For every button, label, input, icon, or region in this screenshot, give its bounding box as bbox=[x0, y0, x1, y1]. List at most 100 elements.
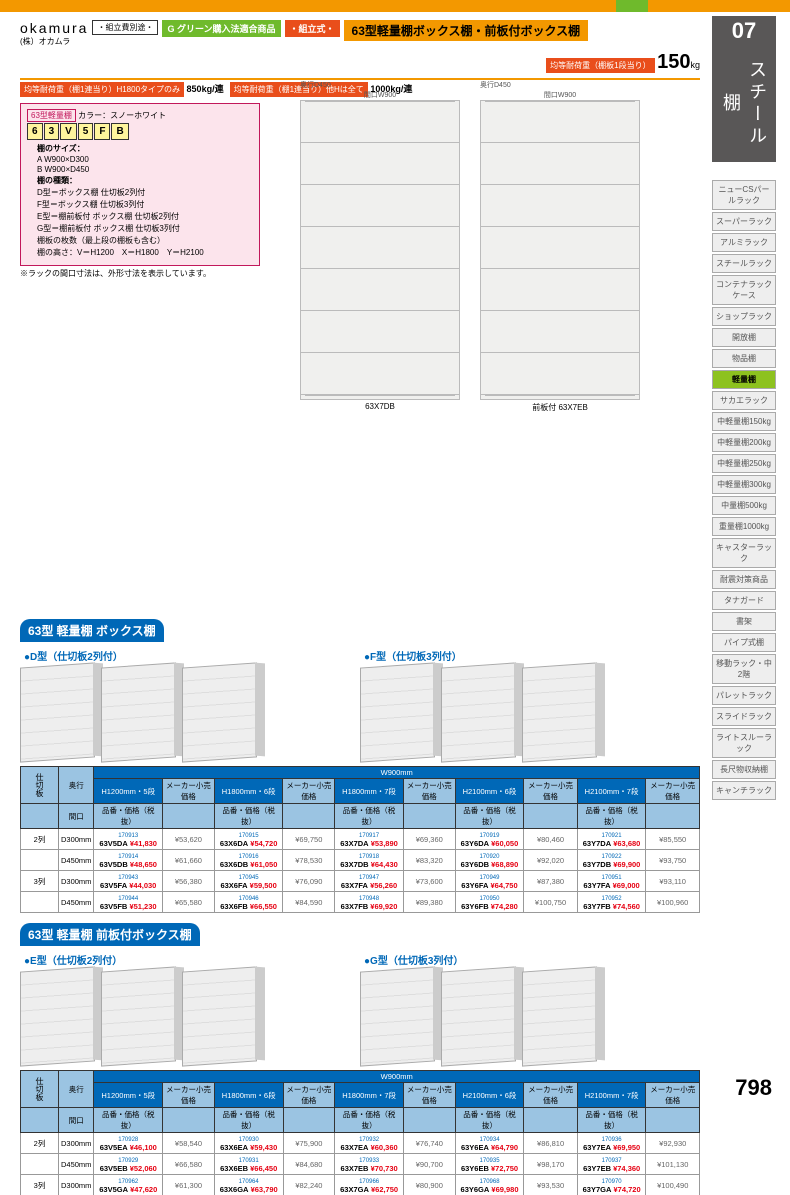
sidenav-item: キャンチラック bbox=[712, 781, 776, 800]
avg-load-label: 均等耐荷重（棚板1段当り） bbox=[546, 58, 654, 73]
size-b: B W900×D450 bbox=[37, 165, 253, 174]
code-char: 6 bbox=[27, 123, 43, 140]
sidenav-item: サカエラック bbox=[712, 391, 776, 410]
sidenav-item: ニューCSパールラック bbox=[712, 180, 776, 210]
sidenav-item: 物品棚 bbox=[712, 349, 776, 368]
sidenav-item: 耐震対策商品 bbox=[712, 570, 776, 589]
page-title: 63型軽量棚ボックス棚・前板付ボックス棚 bbox=[344, 20, 589, 41]
size-a: A W900×D300 bbox=[37, 155, 253, 164]
sidenav-item: 中量棚500kg bbox=[712, 496, 776, 515]
price-table: 仕切板奥行W900mm H1200mm・5段メーカー小売価格H1800mm・6段… bbox=[20, 766, 700, 913]
code-char: 3 bbox=[44, 123, 60, 140]
sidenav-item: タナガード bbox=[712, 591, 776, 610]
sidenav-item: 中軽量棚150kg bbox=[712, 412, 776, 431]
table-row: 2列D300mm17092863V5EA ¥46,100¥58,54017093… bbox=[21, 1133, 700, 1154]
table-row: 2列D300mm17091363V5DA ¥41,830¥53,62017091… bbox=[21, 829, 700, 850]
side-navigation: ニューCSパールラックスーパーラックアルミラックスチールラックコンテナラックケー… bbox=[712, 180, 776, 802]
sidenav-item: アルミラック bbox=[712, 233, 776, 252]
brand-name: okamura bbox=[20, 20, 88, 36]
page-number: 798 bbox=[735, 1075, 772, 1101]
shelves-note: 棚板の枚数（最上段の棚板も含む） bbox=[37, 235, 253, 246]
heights-note: 棚の高さ：V＝H1200 X＝H1800 Y＝H2100 bbox=[37, 247, 253, 258]
iso-shelf bbox=[20, 966, 95, 1066]
avg-load-unit: kg bbox=[690, 60, 700, 70]
hero-width2: 間口W900 bbox=[480, 90, 640, 100]
load850-label: 均等耐荷重（棚1連当り）H1800タイプのみ bbox=[20, 82, 184, 97]
table-row: D450mm17091463V5DB ¥48,650¥61,6601709166… bbox=[21, 850, 700, 871]
hero-depth2: 奥行D450 bbox=[480, 80, 640, 90]
badge-kit: ・組立式・ bbox=[285, 20, 340, 37]
type-h: 棚の種類： bbox=[37, 176, 77, 185]
size-h: 棚のサイズ： bbox=[37, 144, 85, 153]
avg-load: 均等耐荷重（棚板1段当り） 150kg bbox=[546, 51, 700, 74]
pink-color: カラー：スノーホワイト bbox=[78, 111, 166, 120]
code-char: B bbox=[111, 123, 128, 140]
badge-green: G グリーン購入法適合商品 bbox=[162, 20, 280, 37]
sidenav-item: 移動ラック・中2階 bbox=[712, 654, 776, 684]
brand-block: okamura (株）オカムラ bbox=[20, 20, 88, 47]
hero-width: 間口W900 bbox=[300, 90, 460, 100]
code-char: F bbox=[94, 123, 110, 140]
iso-shelf bbox=[182, 966, 257, 1066]
type-e: E型＝棚前板付 ボックス棚 仕切板2列付 bbox=[37, 211, 253, 222]
type-d: D型＝ボックス棚 仕切板2列付 bbox=[37, 187, 253, 198]
category-number: 07 bbox=[712, 16, 776, 46]
spec-legend-box: 63型軽量棚 カラー：スノーホワイト 63V5FB 棚のサイズ： A W900×… bbox=[20, 103, 260, 266]
sidenav-item: ライトスルーラック bbox=[712, 728, 776, 758]
hero-images: 奥行D450 間口W900 63X7DB 奥行D450 間口W900 前板付 6… bbox=[300, 80, 640, 413]
table-row: 3列D300mm17096263V5GA ¥47,620¥61,30017096… bbox=[21, 1175, 700, 1195]
hero-depth: 奥行D450 bbox=[300, 80, 460, 90]
sidenav-item: 中軽量棚250kg bbox=[712, 454, 776, 473]
e-type-diagrams bbox=[20, 969, 360, 1064]
sidenav-item: パイプ式棚 bbox=[712, 633, 776, 652]
hero-shelf-right bbox=[480, 100, 640, 400]
sidenav-item: 中軽量棚200kg bbox=[712, 433, 776, 452]
load850-value: 850kg/連 bbox=[187, 84, 224, 94]
f-type-diagrams bbox=[360, 665, 700, 760]
iso-shelf bbox=[441, 966, 516, 1066]
iso-shelf bbox=[360, 966, 435, 1066]
e-type-label: ●E型（仕切板2列付） bbox=[24, 952, 360, 967]
top-orange-bar bbox=[0, 0, 790, 12]
hero-front: 前板付 bbox=[532, 403, 556, 412]
iso-shelf bbox=[522, 966, 597, 1066]
iso-shelf bbox=[182, 662, 257, 762]
code-char: V bbox=[60, 123, 77, 140]
category-name: スチール棚 bbox=[718, 54, 770, 154]
sidenav-item: コンテナラックケース bbox=[712, 275, 776, 305]
table-row: D450mm17094463V5FB ¥51,230¥65,5801709466… bbox=[21, 892, 700, 913]
sidenav-item: 開放棚 bbox=[712, 328, 776, 347]
hero-shelf-left bbox=[300, 100, 460, 400]
pink-h: 63型軽量棚 bbox=[27, 109, 76, 122]
sidenav-item: 軽量棚 bbox=[712, 370, 776, 389]
sidenav-item: パレットラック bbox=[712, 686, 776, 705]
table-row: 3列D300mm17094363V5FA ¥44,030¥56,38017094… bbox=[21, 871, 700, 892]
d-type-diagrams bbox=[20, 665, 360, 760]
iso-shelf bbox=[101, 966, 176, 1066]
sidenav-item: 中軽量棚300kg bbox=[712, 475, 776, 494]
load-850: 均等耐荷重（棚1連当り）H1800タイプのみ 850kg/連 bbox=[20, 82, 224, 97]
sidenav-item: 長尺物収納棚 bbox=[712, 760, 776, 779]
brand-sub: (株）オカムラ bbox=[20, 36, 88, 47]
price-table: 仕切板奥行W900mm H1200mm・5段メーカー小売価格H1800mm・6段… bbox=[20, 1070, 700, 1195]
type-f: F型＝ボックス棚 仕切板3列付 bbox=[37, 199, 253, 210]
category-tab: 07 スチール棚 bbox=[712, 16, 776, 162]
code-char: 5 bbox=[78, 123, 94, 140]
section1-header: 63型 軽量棚 ボックス棚 bbox=[20, 619, 164, 642]
hero-left-code: 63X7DB bbox=[300, 402, 460, 411]
sidenav-item: キャスターラック bbox=[712, 538, 776, 568]
hero-right-code: 63X7EB bbox=[558, 403, 587, 412]
f-type-label: ●F型（仕切板3列付） bbox=[364, 648, 700, 663]
d-type-label: ●D型（仕切板2列付） bbox=[24, 648, 360, 663]
badge-assembly: ・組立費別途・ bbox=[92, 20, 158, 35]
iso-shelf bbox=[20, 662, 95, 762]
sidenav-item: スライドラック bbox=[712, 707, 776, 726]
section2-header: 63型 軽量棚 前板付ボックス棚 bbox=[20, 923, 200, 946]
iso-shelf bbox=[522, 662, 597, 762]
iso-shelf bbox=[360, 662, 435, 762]
g-type-diagrams bbox=[360, 969, 700, 1064]
sidenav-item: 書架 bbox=[712, 612, 776, 631]
type-g: G型＝棚前板付 ボックス棚 仕切板3列付 bbox=[37, 223, 253, 234]
sidenav-item: 重量棚1000kg bbox=[712, 517, 776, 536]
avg-load-value: 150 bbox=[657, 51, 690, 73]
